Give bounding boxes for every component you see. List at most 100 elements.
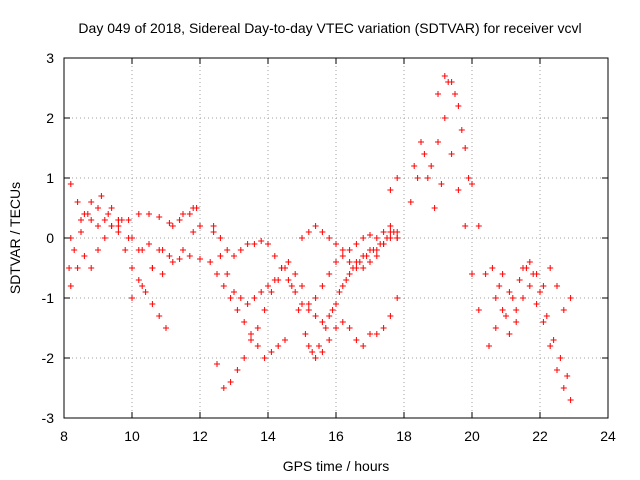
- data-point: [312, 295, 319, 301]
- y-axis-label: SDTVAR / TECUs: [7, 182, 23, 294]
- data-point: [108, 205, 115, 211]
- data-point: [285, 277, 292, 283]
- data-point: [214, 271, 220, 277]
- data-point: [424, 175, 431, 181]
- y-tick-label: 2: [46, 110, 54, 126]
- data-point: [339, 319, 346, 325]
- data-point: [513, 319, 520, 325]
- data-point: [166, 253, 173, 259]
- data-point: [407, 199, 414, 205]
- data-point: [220, 283, 227, 289]
- data-point: [333, 241, 339, 247]
- data-point: [452, 91, 458, 97]
- data-point: [292, 289, 299, 295]
- data-point: [305, 307, 312, 313]
- data-point: [441, 115, 448, 121]
- series-trace-4: [67, 217, 122, 289]
- data-point: [66, 265, 73, 271]
- data-point: [166, 220, 173, 226]
- data-point: [275, 343, 282, 349]
- data-point: [207, 259, 214, 265]
- data-point: [234, 307, 241, 313]
- data-point: [475, 307, 482, 313]
- data-point: [67, 283, 74, 289]
- data-point: [333, 259, 339, 265]
- data-point: [217, 253, 224, 259]
- series-trace-3: [67, 193, 203, 277]
- data-point: [387, 187, 394, 193]
- data-point: [244, 241, 251, 247]
- data-point: [299, 283, 305, 289]
- data-point: [489, 265, 496, 271]
- data-point: [319, 229, 326, 235]
- x-tick-label: 24: [600, 428, 616, 444]
- series-trace-1: [66, 205, 200, 271]
- data-point: [346, 259, 353, 265]
- data-point: [499, 271, 506, 277]
- data-point: [469, 181, 475, 187]
- data-point: [380, 241, 387, 247]
- data-point: [540, 283, 547, 289]
- series-trace-14: [407, 115, 482, 313]
- data-point: [248, 337, 254, 343]
- data-point: [88, 265, 95, 271]
- data-point: [469, 271, 475, 277]
- data-point: [88, 217, 95, 223]
- data-point: [367, 259, 373, 265]
- data-point: [509, 295, 516, 301]
- data-point: [146, 211, 152, 217]
- data-point: [285, 259, 292, 265]
- data-point: [299, 235, 305, 241]
- series-trace-8: [210, 223, 401, 313]
- data-point: [108, 223, 115, 229]
- x-tick-label: 14: [260, 428, 276, 444]
- data-point: [564, 373, 571, 379]
- data-point: [448, 79, 455, 85]
- data-point: [367, 331, 373, 337]
- data-point: [254, 343, 261, 349]
- data-point: [312, 313, 319, 319]
- data-point: [557, 355, 564, 361]
- data-point: [526, 259, 533, 265]
- data-point: [346, 325, 353, 331]
- data-point: [533, 301, 540, 307]
- data-point: [520, 265, 526, 271]
- data-point: [373, 253, 380, 259]
- data-point: [550, 337, 557, 343]
- data-point: [156, 313, 163, 319]
- data-point: [95, 205, 101, 211]
- data-point: [499, 307, 506, 313]
- data-point: [135, 247, 142, 253]
- data-point: [346, 247, 353, 253]
- data-point: [305, 343, 312, 349]
- data-point: [101, 235, 108, 241]
- data-point: [265, 283, 271, 289]
- data-point: [394, 295, 401, 301]
- data-point: [567, 295, 574, 301]
- data-point: [149, 301, 156, 307]
- series-trace-15: [411, 79, 472, 211]
- data-point: [560, 307, 567, 313]
- data-point: [387, 223, 394, 229]
- data-point: [543, 313, 550, 319]
- data-point: [540, 319, 547, 325]
- data-point: [302, 331, 309, 337]
- data-point: [78, 217, 84, 223]
- series-trace-9: [214, 229, 397, 391]
- data-point: [496, 283, 503, 289]
- data-point: [343, 277, 350, 283]
- data-point: [458, 127, 465, 133]
- data-point: [360, 343, 367, 349]
- data-point: [387, 229, 394, 235]
- data-point: [441, 73, 448, 79]
- data-point: [292, 271, 299, 277]
- data-point: [254, 325, 261, 331]
- data-point: [159, 271, 166, 277]
- data-point: [224, 271, 231, 277]
- data-point: [227, 295, 234, 301]
- data-point: [333, 301, 339, 307]
- series-trace-16: [435, 73, 489, 277]
- data-point: [506, 331, 513, 337]
- data-point: [265, 241, 271, 247]
